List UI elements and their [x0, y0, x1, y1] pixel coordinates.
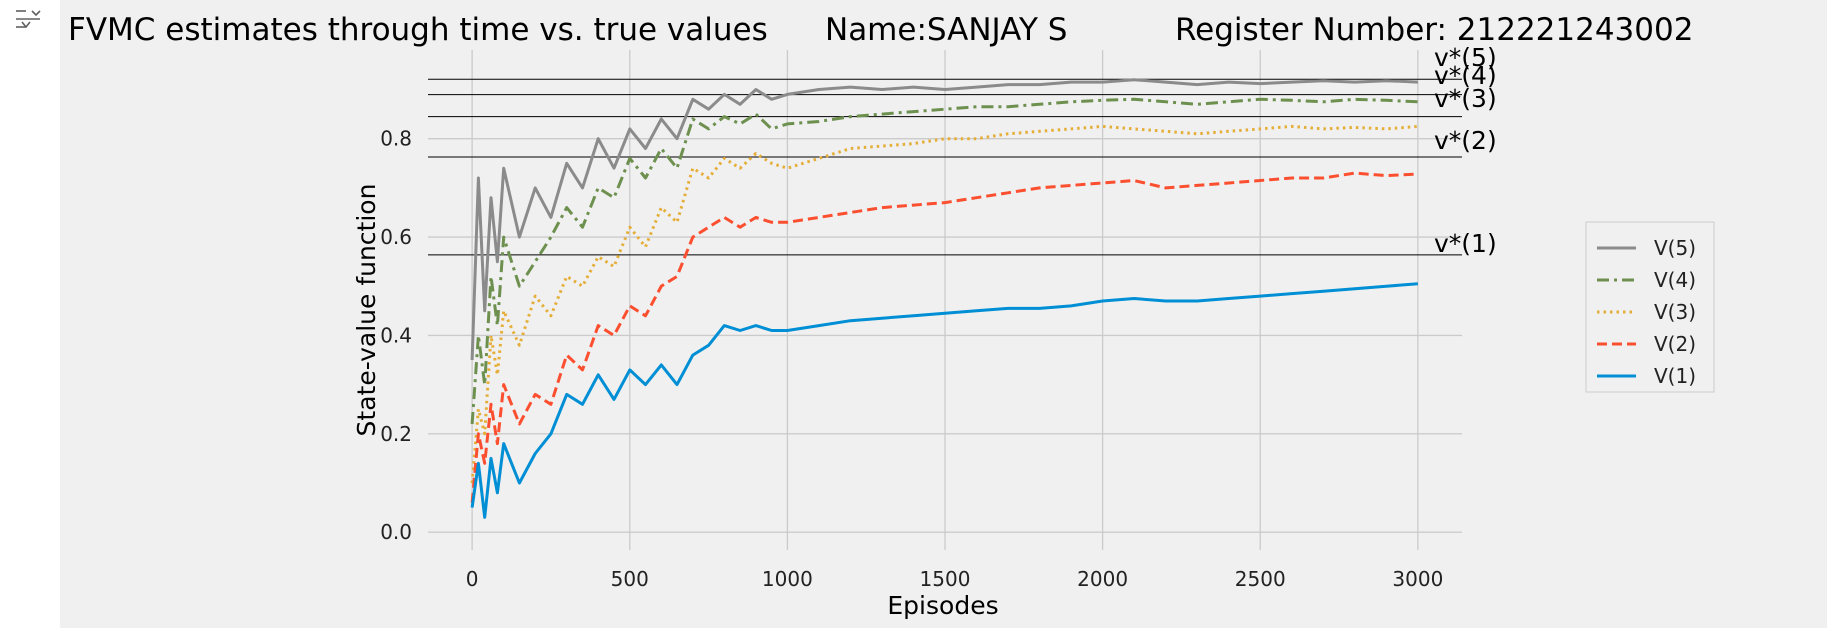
x-tick-label: 2000: [1077, 567, 1128, 591]
legend-label-v4: V(4): [1654, 268, 1696, 292]
series-line-v4: [470, 97, 1418, 425]
legend-label-v1: V(1): [1654, 364, 1696, 388]
legend-label-v3: V(3): [1654, 300, 1696, 324]
legend: V(5) V(4) V(3) V(2) V(1): [1585, 221, 1715, 393]
grid-layer: [428, 50, 1462, 550]
series-layer: [470, 78, 1419, 519]
output-expand-icon[interactable]: [14, 8, 42, 30]
series-line-v5: [470, 78, 1418, 361]
legend-box: [1585, 221, 1715, 393]
figure-canvas: v*(1) v*(2) v*(3) v*(4) v*(5) 0 500 1000 1500 20…: [60, 0, 1827, 628]
cell-gutter: [0, 0, 60, 643]
tick-labels: 0 500 1000 1500 2000 2500 3000 0.0 0.2 0.4 0.6 0.8: [380, 127, 1443, 591]
y-axis-label: State-value function: [352, 184, 381, 437]
y-tick-label: 0.4: [380, 323, 412, 347]
true-value-label: v*(3): [1434, 84, 1497, 113]
x-tick-label: 2500: [1235, 567, 1286, 591]
x-tick-label: 1500: [920, 567, 971, 591]
x-tick-label: 500: [611, 567, 649, 591]
x-axis-label: Episodes: [887, 591, 998, 620]
true-value-label: v*(1): [1434, 229, 1497, 258]
register-number: Register Number: 212221243002: [1175, 12, 1693, 48]
y-tick-label: 0.8: [380, 127, 412, 151]
x-tick-label: 0: [466, 567, 479, 591]
true-value-label: v*(5): [1434, 43, 1497, 72]
legend-label-v2: V(2): [1654, 332, 1696, 356]
y-tick-label: 0.0: [380, 520, 412, 544]
y-tick-label: 0.2: [380, 422, 412, 446]
legend-label-v5: V(5): [1654, 236, 1696, 260]
true-value-label: v*(2): [1434, 126, 1497, 155]
series-line-v2: [470, 171, 1418, 503]
x-tick-label: 3000: [1392, 567, 1443, 591]
true-value-lines: v*(1) v*(2) v*(3)v*(4)v*(5): [428, 43, 1497, 258]
series-line-v1: [470, 282, 1419, 519]
true-value-label: v*(4): [1434, 61, 1497, 90]
chart-title: FVMC estimates through time vs. true val…: [68, 12, 768, 48]
student-name: Name:SANJAY S: [825, 12, 1067, 48]
fvmc-chart: v*(1) v*(2) v*(3)v*(4)v*(5) 0 500 1000 1500 20…: [68, 12, 1715, 620]
y-tick-label: 0.6: [380, 225, 412, 249]
x-tick-label: 1000: [762, 567, 813, 591]
